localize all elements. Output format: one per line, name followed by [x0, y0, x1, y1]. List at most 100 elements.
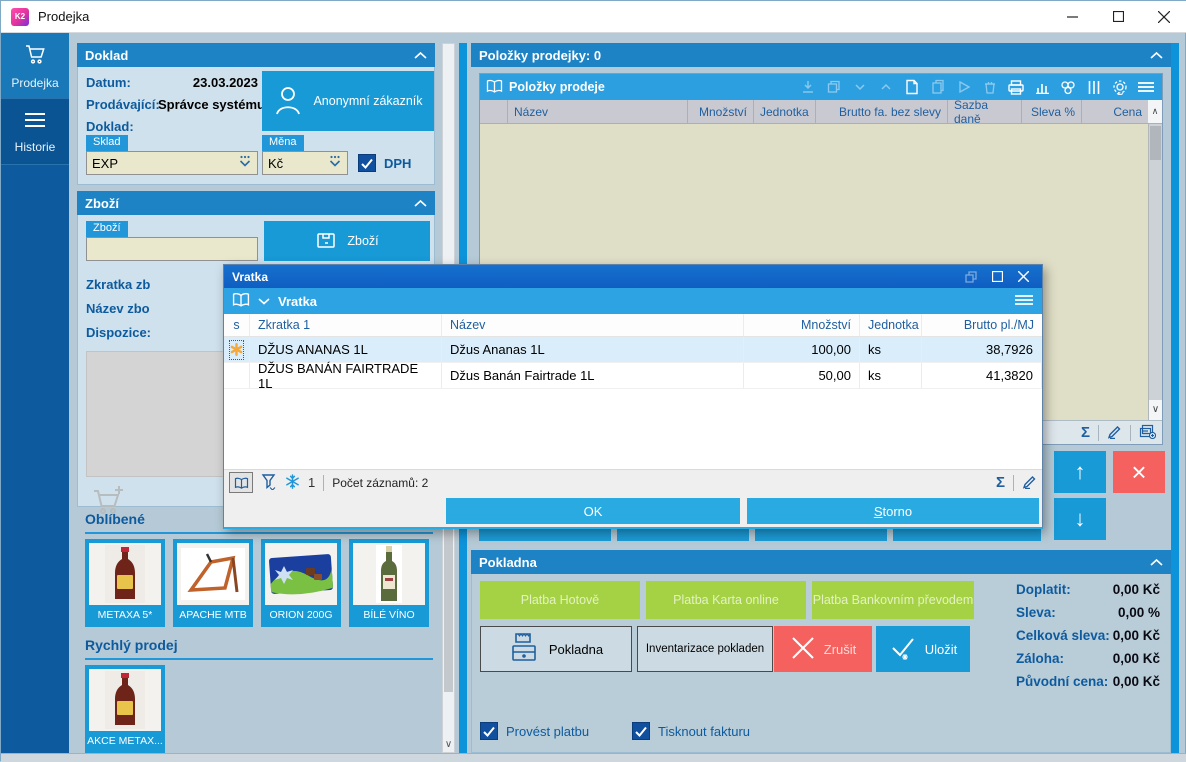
datum-value: 23.03.2023	[192, 75, 258, 90]
sidebar-item-prodejka[interactable]: Prodejka	[1, 33, 69, 99]
product-image-apache	[177, 543, 249, 605]
settings-gear-icon[interactable]	[1110, 77, 1130, 97]
book-view-toggle[interactable]	[229, 472, 253, 493]
delete-icon[interactable]	[980, 77, 1000, 97]
anonymous-customer-button[interactable]: Anonymní zákazník	[262, 71, 434, 131]
pay-cash-button[interactable]: Platba Hotově	[480, 581, 640, 619]
add-to-cart-icon[interactable]	[88, 483, 128, 524]
run-icon[interactable]	[954, 77, 974, 97]
tisknout-fakturu-option[interactable]: Tisknout fakturu	[632, 722, 750, 740]
sum-icon[interactable]: Σ	[995, 474, 1005, 491]
grid-menu-icon[interactable]	[1136, 77, 1156, 97]
dock-icon[interactable]	[960, 267, 982, 286]
duplicate-icon[interactable]	[928, 77, 948, 97]
column-mnozstvi[interactable]: Množství	[688, 100, 754, 123]
favorite-tile-orion[interactable]: ORION 200G	[261, 539, 341, 627]
column-zkratka[interactable]: Zkratka 1	[250, 314, 442, 336]
table-row-selected[interactable]: DŽUS ANANAS 1L Džus Ananas 1L 100,00 ks …	[224, 337, 1042, 363]
move-down-button[interactable]: ↓	[1054, 498, 1106, 540]
column-mnozstvi[interactable]: Množství	[744, 314, 860, 336]
favorite-tile-bile-vino[interactable]: BÍLÉ VÍNO	[349, 539, 429, 627]
column-s[interactable]: s	[224, 314, 250, 336]
ok-button[interactable]: OK	[446, 498, 740, 524]
pay-bank-transfer-button[interactable]: Platba Bankovním převodem	[812, 581, 974, 619]
favorite-tile-metaxa[interactable]: METAXA 5*	[85, 539, 165, 627]
new-record-icon[interactable]	[902, 77, 922, 97]
pay-card-online-button[interactable]: Platba Karta online	[646, 581, 806, 619]
sidebar-item-historie[interactable]: Historie	[1, 99, 69, 165]
sidebar: Prodejka Historie	[1, 33, 69, 753]
dropdown-arrow-icon[interactable]	[850, 77, 870, 97]
dialog-maximize-button[interactable]	[986, 267, 1008, 286]
doklad-number-label: Doklad:	[86, 119, 134, 134]
vratka-dialog-titlebar[interactable]: Vratka	[224, 265, 1042, 288]
table-row[interactable]: DŽUS BANÁN FAIRTRADE 1L Džus Banán Fairt…	[224, 361, 1042, 391]
provest-platbu-checkbox[interactable]	[480, 722, 498, 740]
minimize-button[interactable]	[1049, 1, 1095, 32]
scrollbar-up-arrow[interactable]: ∧	[1148, 100, 1162, 123]
row-marker-cell	[224, 363, 250, 388]
zbozi-input[interactable]	[86, 237, 258, 261]
columns-icon[interactable]	[1084, 77, 1104, 97]
collapse-arrow-icon[interactable]	[876, 77, 896, 97]
column-sleva[interactable]: Sleva %	[1022, 100, 1082, 123]
add-copy-icon[interactable]	[1139, 424, 1157, 442]
chart-icon[interactable]	[1032, 77, 1052, 97]
book-icon[interactable]	[232, 292, 250, 310]
quick-sale-tile-akce-metaxa[interactable]: AKCE METAX...	[85, 665, 165, 753]
inventory-button[interactable]: Inventarizace pokladen	[637, 626, 773, 672]
chevron-down-icon[interactable]	[258, 297, 270, 305]
edit-icon[interactable]	[1022, 474, 1037, 492]
edit-icon[interactable]	[1107, 424, 1122, 442]
items-grid-scrollbar[interactable]: ∨	[1148, 124, 1162, 420]
filter-icon[interactable]	[261, 473, 277, 493]
close-button[interactable]	[1141, 1, 1186, 32]
collapse-chevron-icon[interactable]	[414, 51, 427, 60]
sklad-combobox[interactable]: EXP	[86, 151, 258, 175]
column-cena[interactable]: Cena	[1113, 104, 1142, 119]
freeze-icon[interactable]	[285, 473, 300, 492]
column-brutto[interactable]: Brutto pl./MJ	[963, 318, 1034, 332]
column-jednotka[interactable]: Jednotka	[754, 100, 816, 123]
import-icon[interactable]	[798, 77, 818, 97]
collapse-chevron-icon[interactable]	[1150, 558, 1163, 567]
scrollbar-thumb[interactable]	[1150, 126, 1161, 160]
column-nazev[interactable]: Název	[442, 314, 744, 336]
column-jednotka[interactable]: Jednotka	[860, 314, 922, 336]
sleva-value: 0,00 %	[1117, 605, 1160, 620]
copy-icon[interactable]	[824, 77, 844, 97]
favorite-tile-apache[interactable]: APACHE MTB	[173, 539, 253, 627]
grid-menu-icon[interactable]	[1014, 293, 1034, 310]
column-brutto[interactable]: Brutto fa. bez slevy	[816, 100, 948, 123]
print-icon[interactable]	[1006, 77, 1026, 97]
product-image-orion	[265, 543, 337, 605]
dialog-close-button[interactable]	[1012, 267, 1034, 286]
collapse-chevron-icon[interactable]	[414, 199, 427, 208]
dph-checkbox[interactable]	[358, 154, 376, 172]
storno-button[interactable]: Storno	[747, 498, 1039, 524]
tisknout-fakturu-checkbox[interactable]	[632, 722, 650, 740]
gears-icon[interactable]	[1058, 77, 1078, 97]
dropdown-icon[interactable]	[238, 155, 252, 171]
remove-item-button[interactable]: ×	[1113, 451, 1165, 493]
save-button[interactable]: Uložit	[876, 626, 970, 672]
maximize-button[interactable]	[1095, 1, 1141, 32]
scrollbar-down-arrow[interactable]: ∨	[1149, 400, 1162, 420]
scrollbar-thumb[interactable]	[444, 452, 453, 692]
cancel-x-icon	[790, 635, 816, 664]
zbozi-button[interactable]: Zboží	[264, 221, 430, 261]
mena-combobox[interactable]: Kč	[262, 151, 348, 175]
provest-platbu-option[interactable]: Provést platbu	[480, 722, 589, 740]
cancel-button[interactable]: Zrušit	[774, 626, 872, 672]
scrollbar-down-arrow[interactable]: ∨	[444, 739, 453, 750]
move-up-button[interactable]: ↑	[1054, 451, 1106, 493]
column-nazev[interactable]: Název	[508, 100, 688, 123]
dropdown-icon[interactable]	[328, 155, 342, 171]
collapse-chevron-icon[interactable]	[1150, 51, 1163, 60]
column-sazba-dane[interactable]: Sazba daně	[948, 98, 1022, 126]
items-panel-header: Položky prodejky: 0	[471, 43, 1171, 67]
cash-register-button[interactable]: Pokladna	[480, 626, 632, 672]
pokladna-panel-body: Platba Hotově Platba Karta online Platba…	[471, 574, 1171, 753]
vratka-dialog: Vratka Vratka s Zkratka 1 Název Množství…	[223, 264, 1043, 529]
sum-icon[interactable]: Σ	[1080, 424, 1090, 441]
